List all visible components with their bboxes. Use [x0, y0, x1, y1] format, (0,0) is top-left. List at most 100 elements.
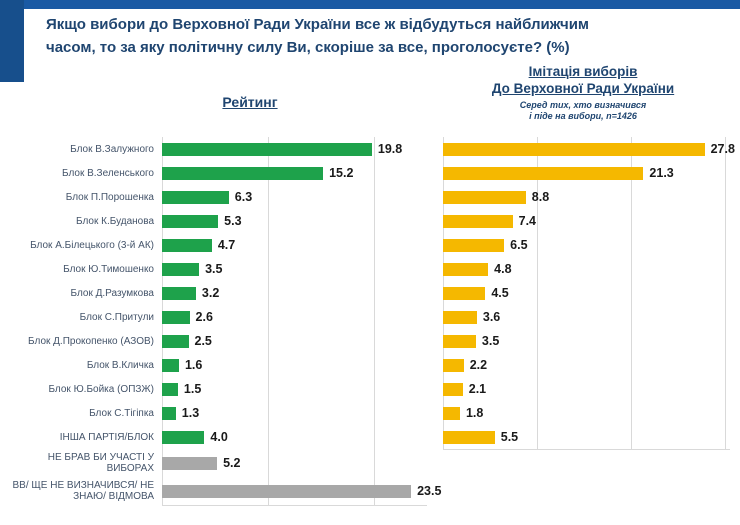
- imitation-bar: [443, 430, 495, 444]
- rating-value: 5.3: [224, 214, 242, 228]
- imitation-value: 3.5: [481, 334, 500, 348]
- dual-bar-chart: Блок В.Залужного 19.8 27.8 Блок В.Зеленсько…: [0, 137, 740, 506]
- category-label: ІНША ПАРТІЯ/БЛОК: [59, 431, 154, 443]
- imitation-bar: [443, 166, 644, 180]
- rating-bar: [162, 456, 218, 470]
- imitation-bar-cell: 7.4: [443, 214, 730, 228]
- rating-bar: [162, 358, 179, 372]
- chart-row: Блок В.Кличка 1.6 2.2: [0, 353, 740, 377]
- chart-row: Блок С.Притули 2.6 3.6: [0, 305, 740, 329]
- imitation-chart-header: Імітація виборів До Верховної Ради Украї…: [433, 64, 733, 123]
- page-title: Якщо вибори до Верховної Ради України вс…: [46, 14, 706, 59]
- imitation-value: 2.1: [468, 382, 487, 396]
- imitation-bar-cell: 8.8: [443, 190, 730, 204]
- page-title-line1: Якщо вибори до Верховної Ради України вс…: [46, 16, 590, 33]
- imitation-bar-cell: 4.8: [443, 262, 730, 276]
- imitation-bar: [443, 142, 705, 156]
- chart-row: Блок В.Зеленського 15.2 21.3: [0, 161, 740, 185]
- rating-bar-cell: 6.3: [162, 190, 427, 204]
- imitation-value: 1.8: [465, 406, 484, 420]
- imitation-subtitle: Серед тих, хто визначився і піде на вибо…: [433, 100, 733, 123]
- rating-bar-cell: 4.7: [162, 238, 427, 252]
- imitation-bar: [443, 310, 477, 324]
- imitation-header-line2: До Верховної Ради України: [491, 80, 675, 96]
- rating-bar-cell: 2.5: [162, 334, 427, 348]
- rating-bar: [162, 334, 189, 348]
- imitation-bar-cell: 6.5: [443, 238, 730, 252]
- imitation-value: 27.8: [710, 142, 735, 156]
- chart-row: Блок В.Залужного 19.8 27.8: [0, 137, 740, 161]
- rating-bar-cell: 1.6: [162, 358, 427, 372]
- rating-bar: [162, 382, 178, 396]
- imitation-subtitle-line2: і піде на вибори, n=1426: [529, 111, 637, 122]
- chart-row: Блок С.Тігіпка 1.3 1.8: [0, 401, 740, 425]
- category-label: Блок П.Порошенка: [65, 191, 154, 203]
- rating-bar-cell: 15.2: [162, 166, 427, 180]
- chart-row: Блок А.Білецького (3-й АК) 4.7 6.5: [0, 233, 740, 257]
- category-label: Блок Ю.Бойка (ОПЗЖ): [48, 383, 154, 395]
- imitation-value: 2.2: [469, 358, 488, 372]
- rating-value: 3.2: [201, 286, 220, 300]
- category-label: Блок С.Тігіпка: [89, 407, 154, 419]
- imitation-value: 5.5: [500, 430, 519, 444]
- imitation-bar-cell: 21.3: [443, 166, 730, 180]
- imitation-value: 7.4: [518, 214, 537, 228]
- imitation-bar: [443, 214, 513, 228]
- rating-value: 19.8: [377, 142, 403, 156]
- rating-bar: [162, 190, 229, 204]
- category-label: Блок К.Буданова: [76, 215, 154, 227]
- rating-bar: [162, 166, 324, 180]
- imitation-bar: [443, 406, 460, 420]
- rating-bar: [162, 484, 412, 498]
- category-label: Блок Д.Разумкова: [70, 287, 155, 299]
- category-label: Блок В.Кличка: [86, 359, 154, 371]
- chart-row: Блок Д.Разумкова 3.2 4.5: [0, 281, 740, 305]
- rating-bar-cell: 19.8: [162, 142, 427, 156]
- category-label: НЕ БРАВ БИ УЧАСТІ У ВИБОРАХ: [47, 452, 154, 474]
- imitation-bar-cell: 2.1: [443, 382, 730, 396]
- rating-bar-cell: 1.5: [162, 382, 427, 396]
- rating-bar: [162, 238, 212, 252]
- top-accent-strip: [0, 0, 740, 9]
- imitation-subtitle-line1: Серед тих, хто визначився: [519, 99, 647, 110]
- chart-row: Блок П.Порошенка 6.3 8.8: [0, 185, 740, 209]
- imitation-bar-cell: 1.8: [443, 406, 730, 420]
- imitation-bar-cell: 3.5: [443, 334, 730, 348]
- rating-bar: [162, 214, 219, 228]
- imitation-bar: [443, 190, 526, 204]
- rating-value: 4.7: [217, 238, 236, 252]
- imitation-value: 21.3: [649, 166, 674, 180]
- chart-row: НЕ БРАВ БИ УЧАСТІ У ВИБОРАХ 5.2: [0, 449, 740, 477]
- category-label: Блок В.Залужного: [70, 143, 154, 155]
- rating-bar-cell: 3.5: [162, 262, 427, 276]
- imitation-bar: [443, 358, 464, 372]
- imitation-bar: [443, 262, 489, 276]
- chart-rows: Блок В.Залужного 19.8 27.8 Блок В.Зеленсько…: [0, 137, 740, 505]
- imitation-bar-cell: 2.2: [443, 358, 730, 372]
- rating-bar-cell: 4.0: [162, 430, 427, 444]
- imitation-value: 6.5: [510, 238, 528, 252]
- rating-value: 1.6: [184, 358, 203, 372]
- imitation-bar: [443, 238, 505, 252]
- rating-bar: [162, 310, 190, 324]
- rating-bar-cell: 5.2: [162, 456, 427, 470]
- rating-value: 4.0: [210, 430, 228, 444]
- imitation-header-line1: Імітація виборів: [528, 64, 638, 79]
- chart-row: Блок Ю.Тимошенко 3.5 4.8: [0, 257, 740, 281]
- page-title-line2: часом, то за яку політичну силу Ви, скор…: [46, 38, 570, 56]
- chart-row: Блок Д.Прокопенко (АЗОВ) 2.5 3.5: [0, 329, 740, 353]
- category-label: Блок С.Притули: [79, 311, 154, 323]
- imitation-bar: [443, 334, 476, 348]
- imitation-value: 8.8: [531, 190, 550, 204]
- rating-value: 2.6: [195, 310, 213, 324]
- category-label: Блок В.Зеленського: [62, 167, 154, 179]
- rating-value: 23.5: [417, 484, 442, 498]
- rating-value: 2.5: [194, 334, 212, 348]
- imitation-bar-cell: 4.5: [443, 286, 730, 300]
- imitation-value: 4.8: [494, 262, 512, 276]
- rating-value: 1.5: [183, 382, 202, 396]
- rating-bar: [162, 286, 196, 300]
- rating-bar: [162, 406, 176, 420]
- chart-row: ІНША ПАРТІЯ/БЛОК 4.0 5.5: [0, 425, 740, 449]
- category-label: Блок Ю.Тимошенко: [63, 263, 154, 275]
